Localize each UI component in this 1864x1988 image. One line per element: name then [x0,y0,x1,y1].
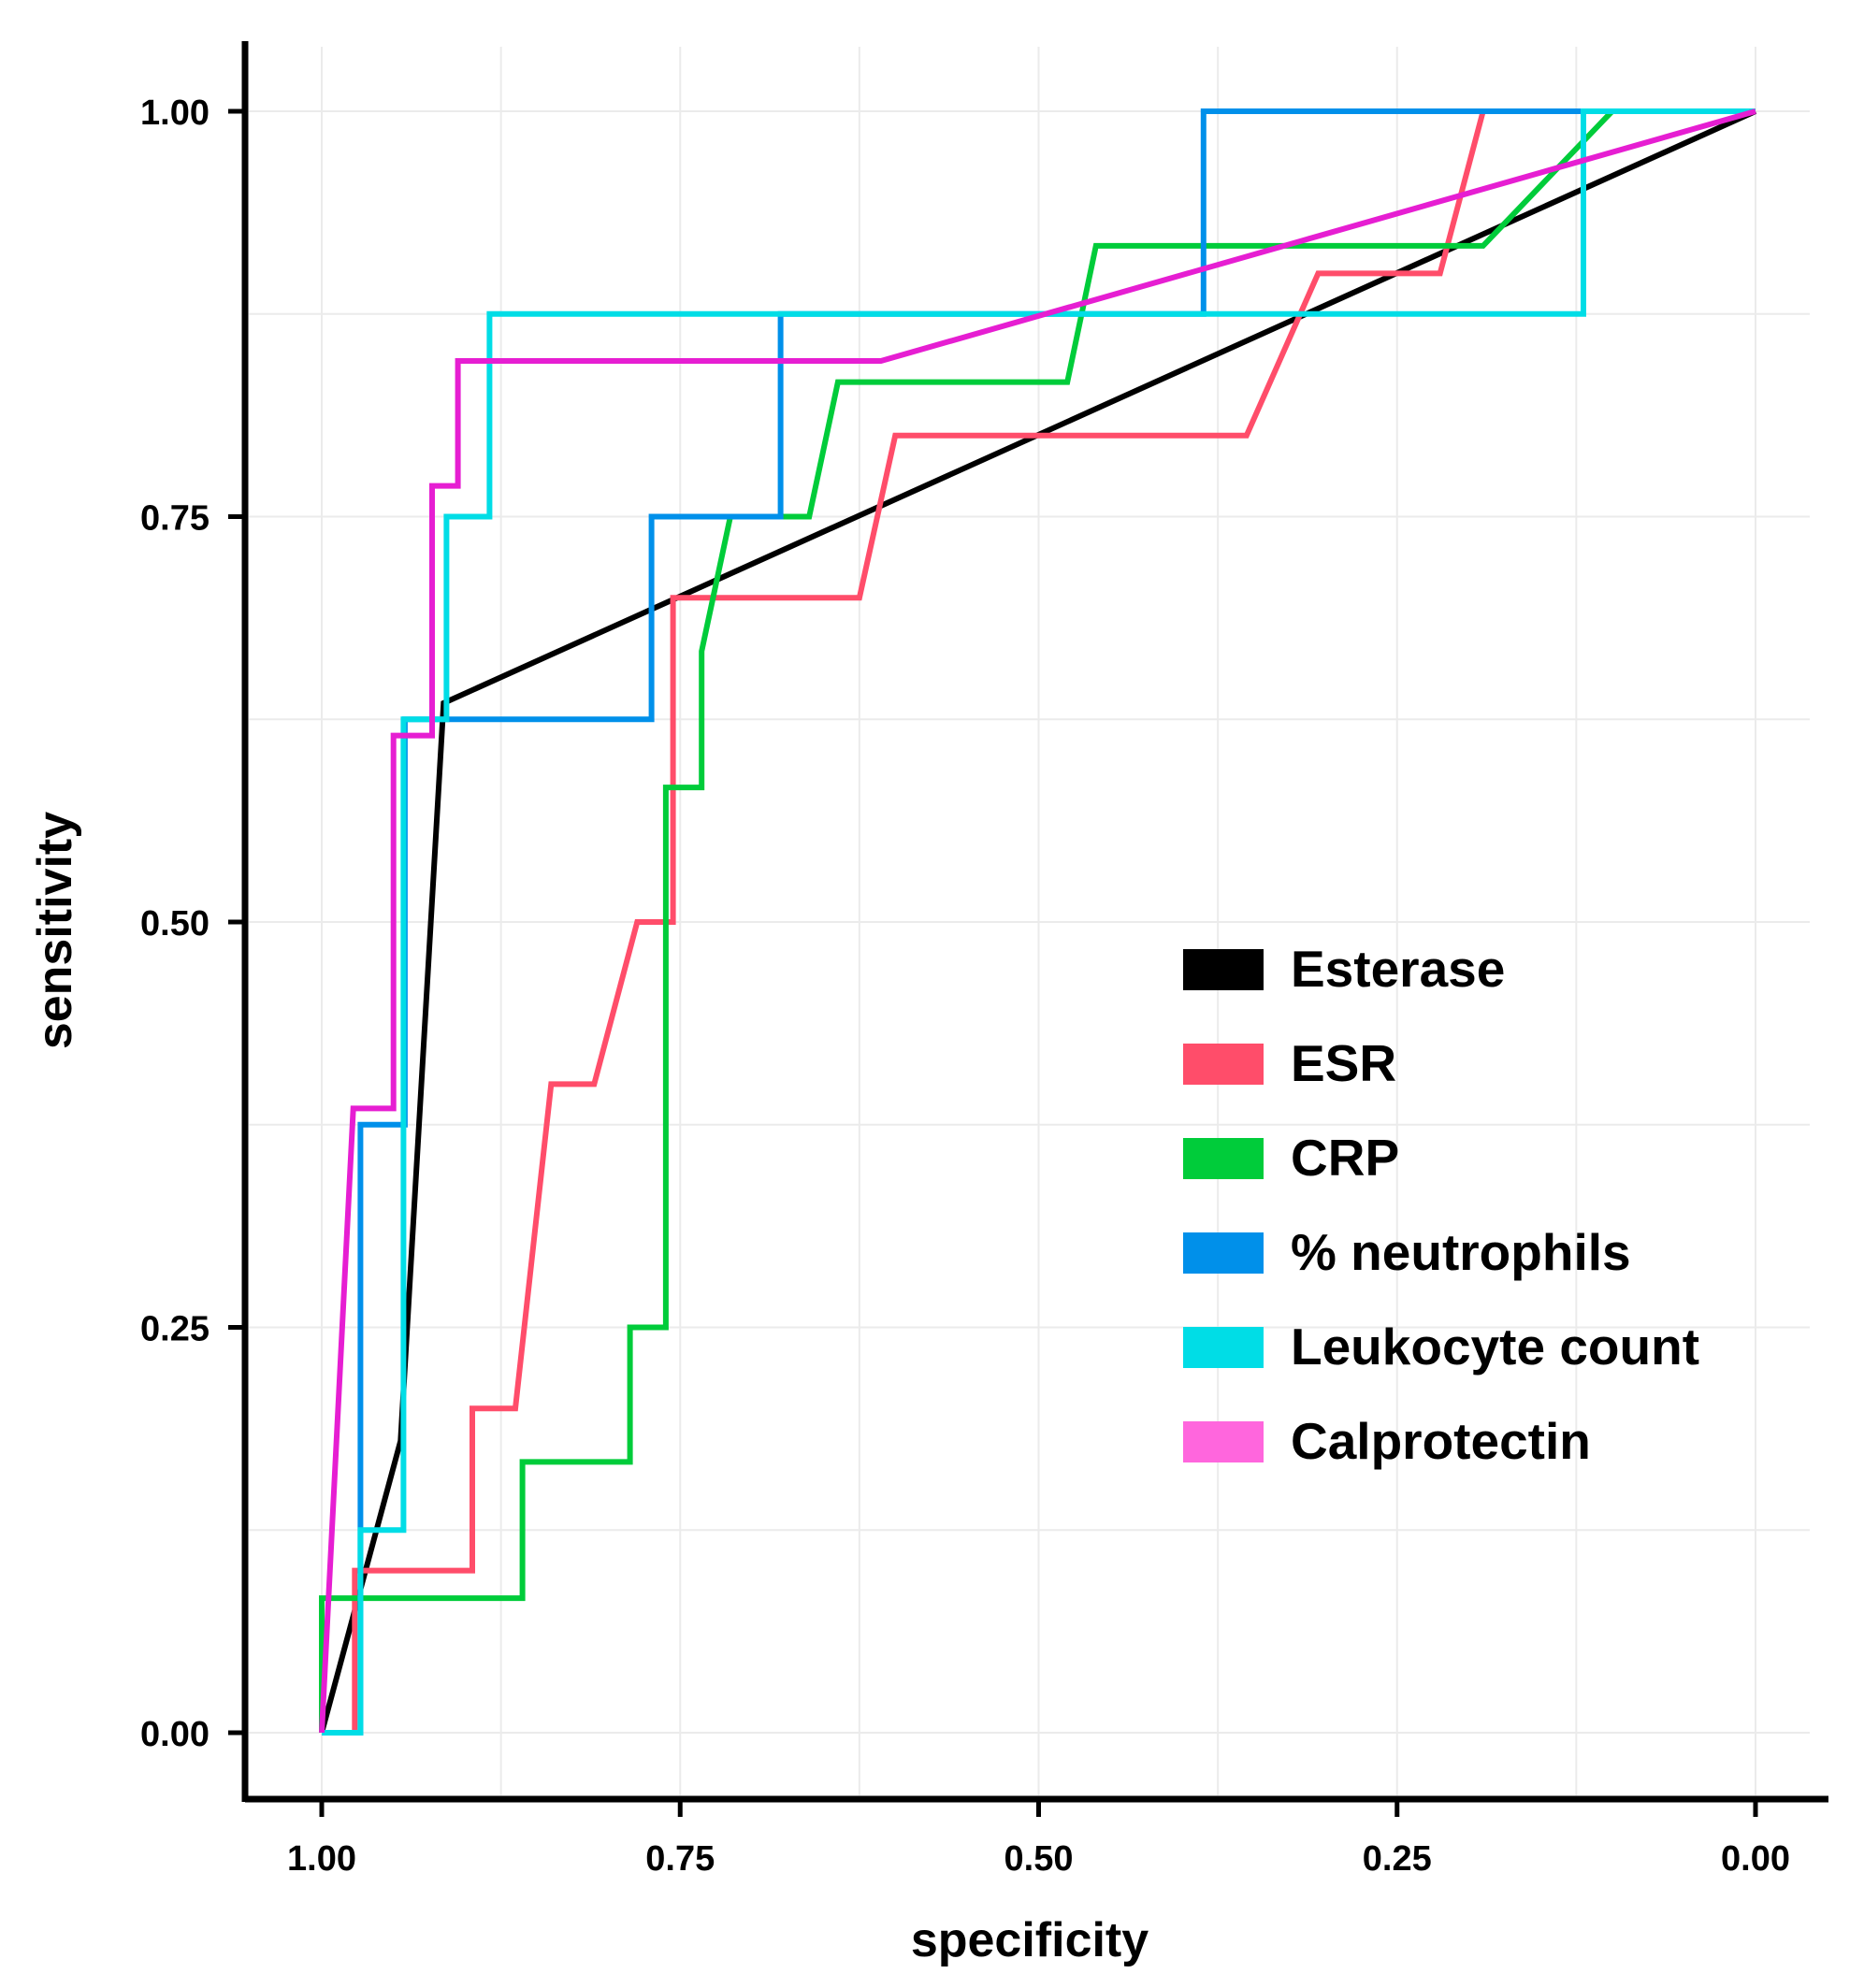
x-tick-label: 0.75 [645,1839,715,1879]
legend-key-leukocyte-count [1183,1327,1264,1368]
x-tick-label: 0.25 [1363,1839,1432,1879]
y-axis-title: sensitivity [28,812,82,1049]
x-axis-title: specificity [911,1913,1149,1967]
y-tick-label: 0.25 [140,1310,210,1349]
y-tick-label: 0.00 [140,1715,210,1754]
legend-key-esterase [1183,949,1264,990]
legend-label-neutrophils: % neutrophils [1291,1223,1631,1281]
legend-key-crp [1183,1138,1264,1179]
legend-label-esr: ESR [1291,1034,1396,1092]
grid-lines [249,47,1810,1795]
legend-label-esterase: Esterase [1291,940,1505,998]
axes [241,41,1828,1803]
legend-key-neutrophils [1183,1232,1264,1274]
legend: Esterase ESR CRP % neutrophils Leukocyte cou… [1183,940,1699,1470]
y-tick-label: 0.75 [140,499,210,539]
x-tick-label: 0.50 [1004,1839,1074,1879]
series-line-leukocyte-count [322,108,1756,1736]
x-tick-label: 1.00 [287,1839,356,1879]
legend-label-crp: CRP [1291,1129,1399,1187]
y-tick-label: 1.00 [140,94,210,133]
series-line-calprotectin [319,108,1756,1734]
series-line-crp [319,108,1614,1733]
axis-ticks: 1.00 0.75 0.50 0.25 0.00 0.00 0.25 0.50 0.75 1.00 [140,94,1790,1879]
legend-key-calprotectin [1183,1421,1264,1462]
legend-label-calprotectin: Calprotectin [1291,1412,1591,1470]
legend-label-leukocyte-count: Leukocyte count [1291,1318,1699,1376]
x-tick-label: 0.00 [1721,1839,1790,1879]
roc-curves [319,108,1757,1736]
y-tick-label: 0.50 [140,904,210,944]
series-line-esr [322,110,1486,1736]
legend-key-esr [1183,1044,1264,1085]
series-line-neutrophils [322,108,1756,1736]
